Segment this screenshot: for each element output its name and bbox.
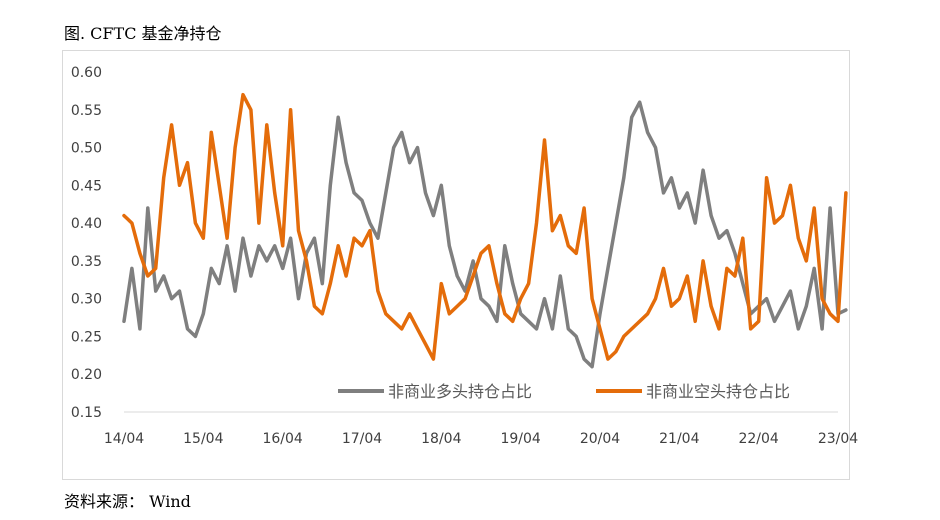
- chart-frame: [62, 50, 850, 480]
- x-tick-label: 17/04: [342, 431, 382, 447]
- series-line-1: [122, 100, 848, 369]
- x-tick-label: 18/04: [421, 431, 461, 447]
- y-tick-label: 0.20: [71, 367, 102, 383]
- chart-caption: 图. CFTC 基金净持仓: [64, 24, 222, 43]
- series-lines: [122, 92, 848, 369]
- y-tick-label: 0.30: [71, 292, 102, 308]
- series-line-2: [122, 92, 848, 361]
- x-tick-label: 23/04: [818, 431, 858, 447]
- x-tick-label: 20/04: [580, 431, 620, 447]
- y-tick-label: 0.40: [71, 216, 102, 232]
- legend: 非商业多头持仓占比 非商业空头持仓占比: [338, 382, 790, 401]
- axes: 0.15 0.20 0.25 0.30 0.35 0.40 0.45 0.50 0.55 0.60…: [71, 65, 858, 447]
- x-tick-label: 22/04: [738, 431, 778, 447]
- y-tick-label: 0.55: [71, 103, 102, 119]
- x-tick-label: 15/04: [183, 431, 223, 447]
- source-note: 资料来源： Wind: [64, 492, 191, 511]
- y-tick-label: 0.35: [71, 254, 102, 270]
- y-tick-label: 0.45: [71, 178, 102, 194]
- x-tick-label: 21/04: [659, 431, 699, 447]
- y-tick-label: 0.60: [71, 65, 102, 81]
- x-tick-label: 14/04: [104, 431, 144, 447]
- x-tick-label: 16/04: [262, 431, 302, 447]
- legend-label-2: 非商业空头持仓占比: [646, 382, 790, 401]
- y-tick-label: 0.50: [71, 141, 102, 157]
- y-tick-label: 0.15: [71, 405, 102, 421]
- x-tick-label: 19/04: [500, 431, 540, 447]
- legend-label-1: 非商业多头持仓占比: [388, 382, 532, 401]
- y-tick-label: 0.25: [71, 329, 102, 345]
